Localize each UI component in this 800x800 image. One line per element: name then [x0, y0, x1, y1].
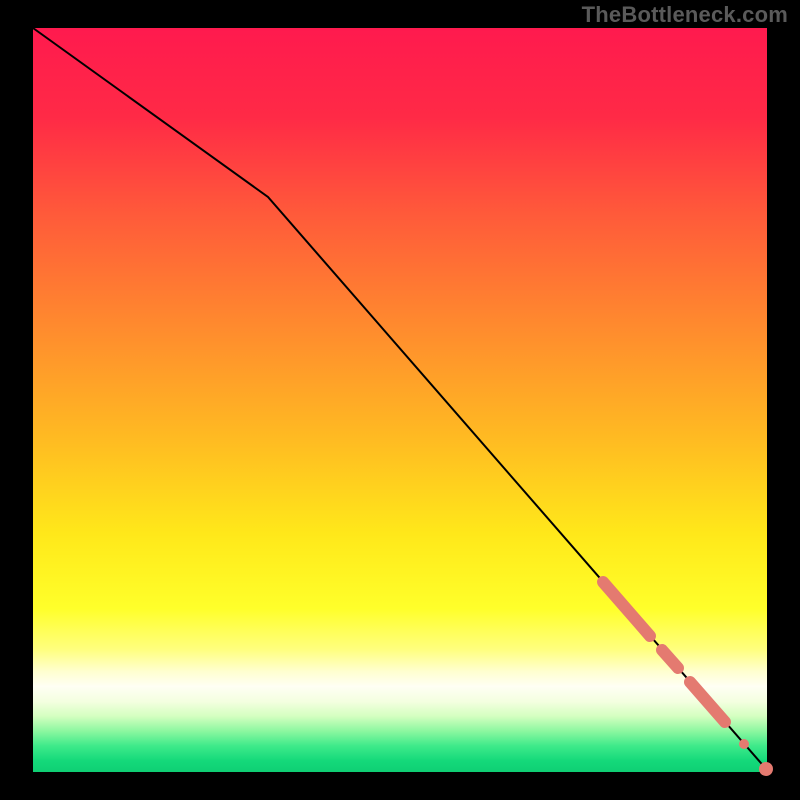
- data-bead-dot: [759, 762, 773, 776]
- bottleneck-chart-svg: [0, 0, 800, 800]
- data-bead-dot: [739, 739, 749, 749]
- plot-background: [33, 28, 767, 772]
- chart-frame: TheBottleneck.com: [0, 0, 800, 800]
